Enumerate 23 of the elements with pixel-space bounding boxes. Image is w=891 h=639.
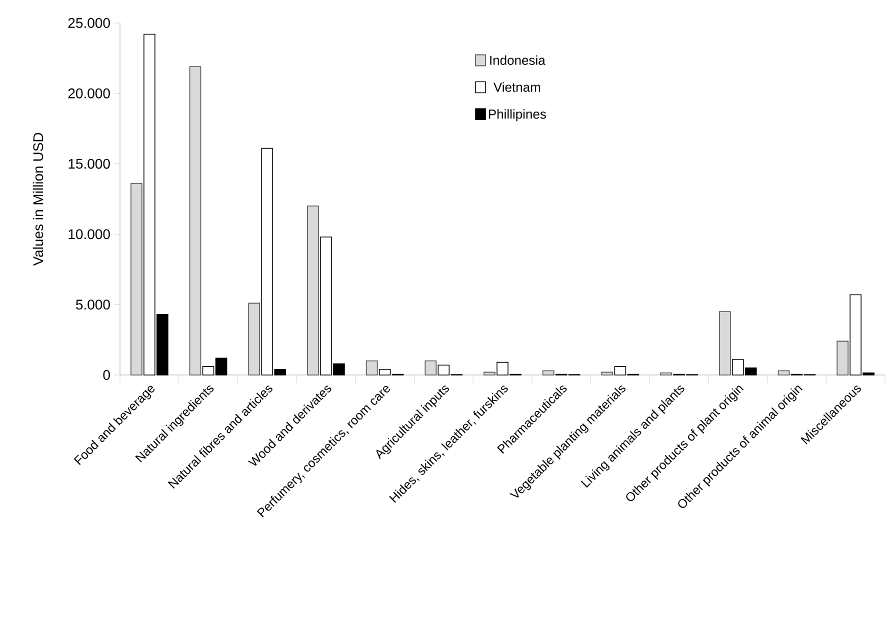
y-tick-label: 5.000 bbox=[76, 300, 110, 310]
y-axis-title: Values in Million USD bbox=[32, 132, 44, 266]
bar bbox=[542, 370, 554, 376]
legend-label: Vietnam bbox=[494, 82, 540, 92]
bar bbox=[307, 206, 319, 376]
y-tick-label: 25.000 bbox=[68, 18, 110, 28]
legend-label: Indonesia bbox=[490, 55, 546, 65]
bar bbox=[836, 340, 848, 376]
bar bbox=[778, 370, 790, 376]
bar bbox=[484, 372, 496, 376]
y-tick-label: 0 bbox=[103, 370, 110, 380]
bar bbox=[660, 372, 672, 376]
bar bbox=[718, 311, 731, 376]
bar bbox=[248, 302, 260, 376]
bar bbox=[189, 66, 202, 376]
bar bbox=[424, 360, 437, 376]
bar bbox=[601, 372, 614, 376]
legend-label: Phillipines bbox=[488, 109, 546, 122]
bar bbox=[130, 183, 142, 376]
y-tick-label: 10.000 bbox=[68, 229, 110, 240]
bar bbox=[366, 360, 378, 376]
y-tick-label: 15.000 bbox=[68, 158, 110, 169]
y-tick-label: 20.000 bbox=[68, 88, 110, 98]
